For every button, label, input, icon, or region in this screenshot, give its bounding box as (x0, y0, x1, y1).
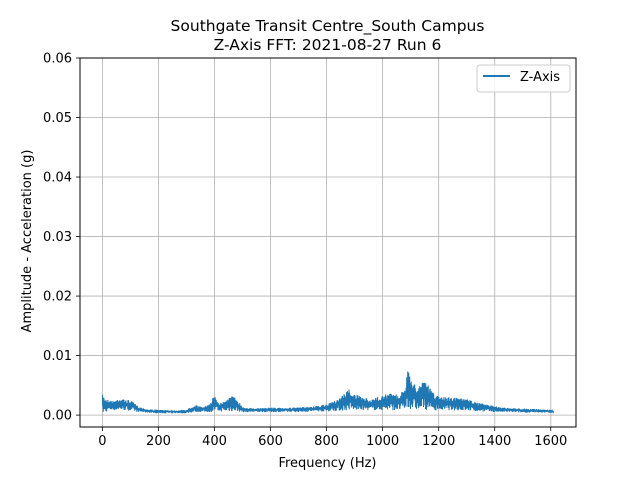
y-tick-label: 0.06 (43, 52, 72, 67)
x-tick-label: 0 (98, 434, 106, 449)
y-tick-label: 0.05 (43, 111, 72, 126)
grid-lines (80, 57, 576, 427)
x-tick-label: 400 (202, 434, 227, 449)
x-tick-label: 200 (146, 434, 171, 449)
x-axis-label: Frequency (Hz) (278, 456, 376, 471)
y-tick-label: 0.00 (43, 409, 72, 424)
chart-title-line1: Southgate Transit Centre_South Campus (171, 17, 485, 36)
x-tick-label: 600 (258, 434, 283, 449)
chart-title-line2: Z-Axis FFT: 2021-08-27 Run 6 (214, 36, 442, 54)
series-line-z-axis (101, 371, 555, 414)
legend-label-z-axis: Z-Axis (520, 70, 560, 85)
y-tick-label: 0.01 (43, 349, 72, 364)
plot-background (80, 58, 576, 427)
x-tick-label: 1400 (478, 434, 511, 449)
series-layer (101, 371, 555, 414)
plot-area (79, 57, 577, 428)
x-tick-label: 1200 (422, 434, 455, 449)
plot-frame (79, 57, 577, 428)
x-tick-label: 1600 (534, 434, 567, 449)
x-tick-label: 1000 (366, 434, 399, 449)
y-axis: 0.00 0.01 0.02 0.03 0.04 0.05 0.06 (43, 52, 80, 424)
x-tick-label: 800 (314, 434, 339, 449)
legend-box (476, 64, 571, 93)
y-axis-label: Amplitude - Acceleration (g) (20, 150, 35, 333)
y-tick-label: 0.03 (43, 230, 72, 245)
x-axis: 0 200 400 600 800 1000 1200 1400 1600 (98, 427, 567, 449)
y-tick-label: 0.02 (43, 290, 72, 305)
y-tick-label: 0.04 (43, 171, 72, 186)
legend: Z-Axis (476, 64, 571, 93)
